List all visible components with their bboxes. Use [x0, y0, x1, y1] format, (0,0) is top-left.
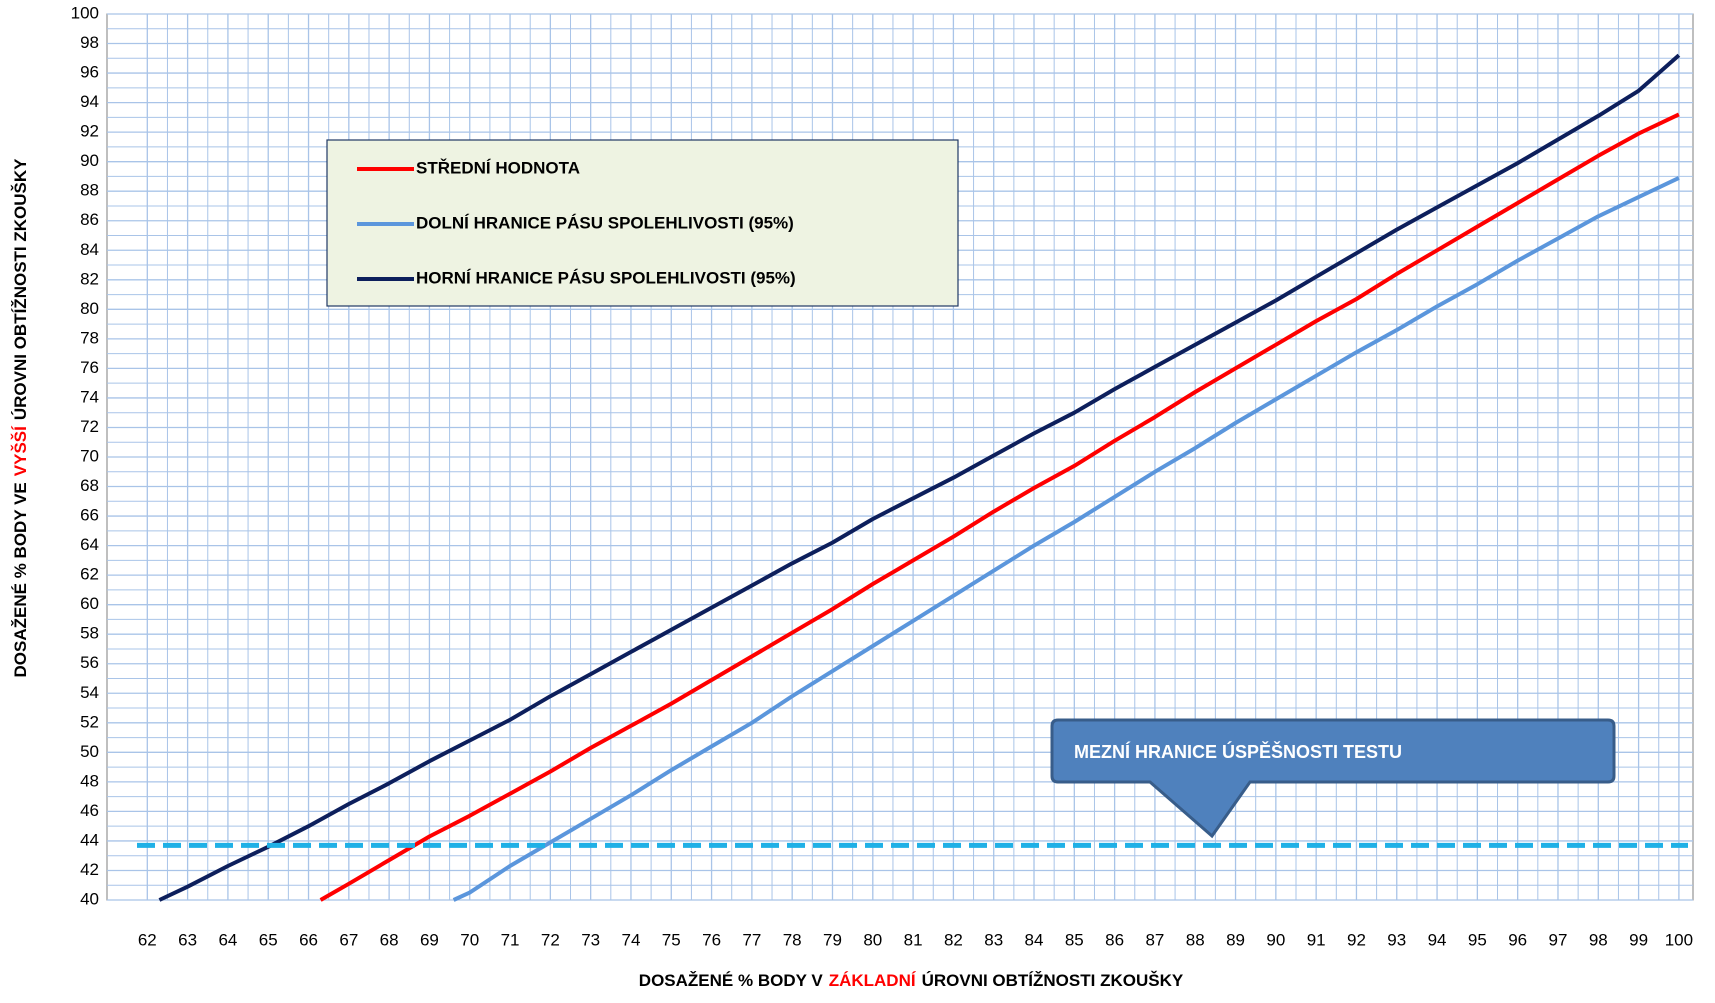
x-tick-label: 78 — [783, 930, 802, 949]
y-tick-label: 50 — [80, 742, 99, 761]
axis-title-part: VYŠŠÍ — [11, 425, 30, 476]
lines — [137, 53, 1688, 902]
y-tick-label: 94 — [80, 92, 99, 111]
axis-title-part: ZÁKLADNÍ — [829, 971, 917, 990]
x-tick-label: 80 — [863, 930, 882, 949]
x-tick-label: 92 — [1347, 930, 1366, 949]
legend-box — [326, 139, 959, 307]
legend-label: STŘEDNÍ HODNOTA — [416, 158, 580, 177]
y-tick-label: 44 — [80, 830, 99, 849]
x-tick-label: 71 — [501, 930, 520, 949]
x-tick-label: 69 — [420, 930, 439, 949]
legend: STŘEDNÍ HODNOTA DOLNÍ HRANICE PÁSU SPOLEH… — [326, 139, 959, 307]
x-tick-label: 65 — [259, 930, 278, 949]
x-tick-label: 99 — [1629, 930, 1648, 949]
x-axis-title: DOSAŽENÉ % BODY V ZÁKLADNÍ ÚROVNI OBTÍŽNOS… — [639, 971, 1184, 990]
callout: MEZNÍ HRANICE ÚSPĚŠNOSTI TESTU — [1050, 718, 1616, 839]
series-line — [452, 176, 1680, 902]
y-tick-label: 98 — [80, 33, 99, 52]
axis-title-part: ÚROVNI OBTÍŽNOSTI ZKOUŠKY — [11, 158, 30, 420]
series-line — [158, 53, 1681, 902]
x-tick-label: 86 — [1105, 930, 1124, 949]
y-tick-label: 46 — [80, 801, 99, 820]
x-tick-label: 75 — [662, 930, 681, 949]
x-tick-label: 77 — [742, 930, 761, 949]
callout-text: MEZNÍ HRANICE ÚSPĚŠNOSTI TESTU — [1074, 741, 1402, 762]
x-tick-label: 70 — [460, 930, 479, 949]
y-tick-label: 54 — [80, 683, 99, 702]
x-tick-label: 88 — [1186, 930, 1205, 949]
axis-title-part: ÚROVNI OBTÍŽNOSTI ZKOUŠKY — [922, 971, 1184, 990]
x-tick-label: 100 — [1665, 930, 1693, 949]
y-tick-label: 100 — [71, 3, 99, 22]
y-tick-label: 76 — [80, 358, 99, 377]
legend-label: HORNÍ HRANICE PÁSU SPOLEHLIVOSTI (95%) — [416, 268, 796, 287]
x-tick-label: 67 — [339, 930, 358, 949]
x-tick-label: 96 — [1508, 930, 1527, 949]
x-tick-label: 82 — [944, 930, 963, 949]
y-tick-label: 42 — [80, 860, 99, 879]
x-tick-label: 83 — [984, 930, 1003, 949]
x-tick-label: 97 — [1549, 930, 1568, 949]
y-tick-label: 90 — [80, 151, 99, 170]
y-tick-label: 84 — [80, 240, 99, 259]
y-tick-label: 60 — [80, 594, 99, 613]
y-tick-label: 48 — [80, 771, 99, 790]
y-tick-label: 52 — [80, 712, 99, 731]
y-tick-label: 72 — [80, 417, 99, 436]
x-tick-label: 84 — [1025, 930, 1044, 949]
x-tick-label: 87 — [1145, 930, 1164, 949]
y-tick-label: 92 — [80, 122, 99, 141]
series-line — [319, 112, 1680, 902]
x-tick-label: 76 — [702, 930, 721, 949]
x-tick-label: 90 — [1266, 930, 1285, 949]
y-tick-label: 70 — [80, 446, 99, 465]
y-tick-label: 78 — [80, 328, 99, 347]
y-tick-label: 80 — [80, 299, 99, 318]
x-tick-label: 89 — [1226, 930, 1245, 949]
x-tick-label: 72 — [541, 930, 560, 949]
y-tick-label: 62 — [80, 565, 99, 584]
y-tick-label: 66 — [80, 506, 99, 525]
x-tick-label: 63 — [178, 930, 197, 949]
x-tick-label: 79 — [823, 930, 842, 949]
y-tick-label: 82 — [80, 269, 99, 288]
axis-title-part: DOSAŽENÉ % BODY VE — [11, 482, 30, 677]
x-tick-label: 91 — [1307, 930, 1326, 949]
callout-shape — [1050, 718, 1616, 839]
y-tick-label: 58 — [80, 624, 99, 643]
x-tick-label: 95 — [1468, 930, 1487, 949]
y-tick-label: 64 — [80, 535, 99, 554]
x-tick-label: 74 — [622, 930, 641, 949]
x-tick-label: 85 — [1065, 930, 1084, 949]
x-tick-label: 81 — [904, 930, 923, 949]
x-tick-label: 64 — [218, 930, 237, 949]
y-tick-label: 40 — [80, 889, 99, 908]
x-tick-label: 68 — [380, 930, 399, 949]
x-tick-label: 94 — [1428, 930, 1447, 949]
x-tick-label: 73 — [581, 930, 600, 949]
x-tick-label: 93 — [1387, 930, 1406, 949]
y-axis-title: DOSAŽENÉ % BODY VE VYŠŠÍ ÚROVNI OBTÍŽNOSTI… — [11, 158, 30, 678]
y-tick-label: 86 — [80, 210, 99, 229]
legend-label: DOLNÍ HRANICE PÁSU SPOLEHLIVOSTI (95%) — [416, 213, 794, 232]
y-tick-label: 68 — [80, 476, 99, 495]
x-tick-label: 62 — [138, 930, 157, 949]
y-tick-label: 56 — [80, 653, 99, 672]
y-tick-label: 74 — [80, 387, 99, 406]
y-tick-label: 88 — [80, 181, 99, 200]
x-tick-label: 66 — [299, 930, 318, 949]
x-tick-label: 98 — [1589, 930, 1608, 949]
axis-title-part: DOSAŽENÉ % BODY V — [639, 971, 824, 990]
y-tick-label: 96 — [80, 63, 99, 82]
